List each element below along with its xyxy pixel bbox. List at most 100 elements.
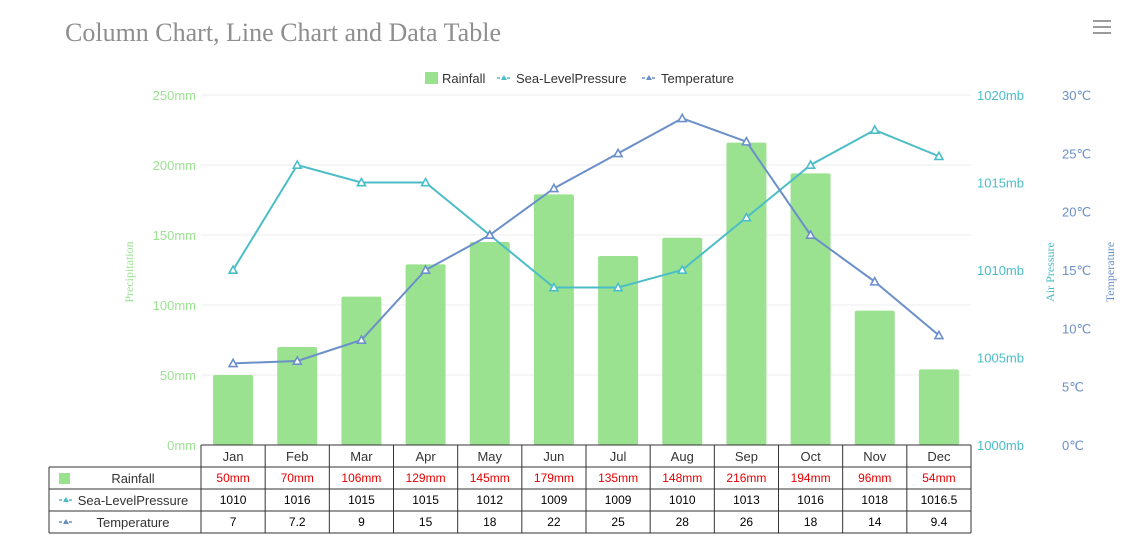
table-cell-rainfall: 70mm	[281, 471, 314, 485]
chart-title: Column Chart, Line Chart and Data Table	[65, 18, 501, 47]
temperature-line	[233, 117, 940, 365]
precipitation-axis-title: Precipitation	[122, 241, 136, 302]
sea-level-pressure-point	[933, 150, 945, 161]
temperature-axis-title: Temperature	[1103, 242, 1117, 302]
sea-level-pressure-point	[869, 124, 881, 134]
table-cell-rainfall: 145mm	[470, 471, 510, 485]
category-tick-label: Nov	[863, 449, 887, 464]
hamburger-menu-icon[interactable]	[1093, 20, 1111, 34]
pressure-tick-label: 1005mb	[977, 351, 1024, 366]
temperature-tick-label: 5℃	[1062, 380, 1084, 395]
sea-level-pressure-point	[548, 281, 560, 292]
rainfall-bar	[726, 142, 767, 445]
table-cell-rainfall: 50mm	[216, 471, 249, 485]
category-tick-label: Apr	[415, 449, 436, 464]
sea-level-pressure-point	[356, 176, 367, 187]
precipitation-tick-label: 200mm	[153, 158, 196, 173]
table-cell-temperature: 15	[419, 515, 433, 529]
table-cell-temperature: 7	[230, 515, 237, 529]
rainfall-bar	[277, 347, 318, 445]
pressure-tick-label: 1020mb	[977, 88, 1024, 103]
table-row-label-temperature: Temperature	[97, 515, 170, 530]
table-row-label-sea-level-pressure: Sea-LevelPressure	[78, 493, 189, 508]
air-pressure-axis-title: Air Pressure	[1043, 242, 1057, 302]
temperature-tick-label: 25℃	[1062, 146, 1091, 161]
sea-level-pressure-point	[805, 159, 816, 169]
temperature-point	[420, 264, 431, 274]
legend-item-sea-level-pressure-marker	[501, 75, 507, 80]
temperature-point	[227, 357, 239, 368]
temperature-point	[805, 229, 816, 239]
temperature-tick-label: 20℃	[1062, 205, 1091, 220]
pressure-tick-label: 1000mb	[977, 438, 1024, 453]
category-tick-label: Jun	[543, 449, 564, 464]
legend-item-rainfall-symbol	[425, 72, 438, 84]
sea-level-pressure-point	[741, 211, 752, 222]
table-cell-sea-level-pressure: 1010	[220, 493, 247, 507]
table-cell-sea-level-pressure: 1016.5	[921, 493, 958, 507]
legend-item-sea-level-pressure-label: Sea-LevelPressure	[516, 71, 627, 86]
sea-level-pressure-point	[420, 176, 431, 187]
table-cell-sea-level-pressure: 1009	[605, 493, 632, 507]
temperature-point	[291, 355, 303, 365]
category-tick-label: Dec	[927, 449, 951, 464]
pressure-tick-label: 1015mb	[977, 176, 1024, 191]
category-tick-label: Jul	[610, 449, 627, 464]
category-tick-label: Jan	[223, 449, 244, 464]
precipitation-tick-label: 250mm	[153, 88, 196, 103]
table-cell-rainfall: 135mm	[598, 471, 638, 485]
temperature-point	[548, 182, 560, 193]
table-cell-sea-level-pressure: 1010	[669, 493, 696, 507]
precipitation-tick-label: 50mm	[160, 368, 196, 383]
table-cell-temperature: 14	[868, 515, 882, 529]
table-cell-sea-level-pressure: 1016	[797, 493, 824, 507]
precipitation-tick-label: 100mm	[153, 298, 196, 313]
temperature-point	[741, 136, 752, 146]
precipitation-tick-label: 150mm	[153, 228, 196, 243]
category-tick-label: Oct	[800, 449, 821, 464]
temperature-tick-label: 10℃	[1062, 321, 1091, 336]
category-tick-label: Feb	[286, 449, 308, 464]
sea-level-pressure-point	[227, 264, 239, 274]
sea-level-pressure-point	[291, 159, 303, 169]
table-cell-sea-level-pressure: 1009	[541, 493, 568, 507]
temperature-point	[484, 229, 496, 239]
table-cell-temperature: 9.4	[931, 515, 948, 529]
sea-level-pressure-point	[612, 281, 624, 292]
table-cell-temperature: 18	[483, 515, 497, 529]
legend-item-rainfall-label: Rainfall	[442, 71, 485, 86]
table-cell-sea-level-pressure: 1013	[733, 493, 760, 507]
rainfall-bar	[598, 256, 639, 445]
rainfall-bar	[405, 264, 446, 445]
table-cell-temperature: 18	[804, 515, 818, 529]
legend-item-temperature-label: Temperature	[661, 71, 734, 86]
table-cell-temperature: 28	[676, 515, 690, 529]
table-row-label-rainfall: Rainfall	[111, 471, 154, 486]
table-legend-marker	[63, 497, 69, 502]
table-cell-temperature: 25	[611, 515, 625, 529]
table-cell-rainfall: 179mm	[534, 471, 574, 485]
table-cell-sea-level-pressure: 1018	[861, 493, 888, 507]
table-cell-rainfall: 96mm	[858, 471, 891, 485]
rainfall-bar	[213, 375, 254, 445]
pressure-tick-label: 1010mb	[977, 263, 1024, 278]
category-tick-label: Mar	[350, 449, 373, 464]
table-cell-rainfall: 194mm	[791, 471, 831, 485]
precipitation-tick-label: 0mm	[167, 438, 196, 453]
table-cell-sea-level-pressure: 1015	[348, 493, 375, 507]
table-cell-temperature: 26	[740, 515, 754, 529]
table-cell-sea-level-pressure: 1015	[412, 493, 439, 507]
temperature-point	[933, 329, 945, 340]
temperature-tick-label: 0℃	[1062, 438, 1084, 453]
rainfall-bar	[341, 296, 382, 445]
temperature-point	[356, 334, 367, 344]
table-cell-temperature: 7.2	[289, 515, 306, 529]
table-cell-rainfall: 129mm	[406, 471, 446, 485]
table-cell-rainfall: 216mm	[726, 471, 766, 485]
sea-level-pressure-line	[232, 128, 940, 289]
temperature-tick-label: 15℃	[1062, 263, 1091, 278]
rainfall-bar	[533, 194, 574, 445]
temperature-point	[612, 147, 624, 158]
table-cell-rainfall: 106mm	[341, 471, 381, 485]
